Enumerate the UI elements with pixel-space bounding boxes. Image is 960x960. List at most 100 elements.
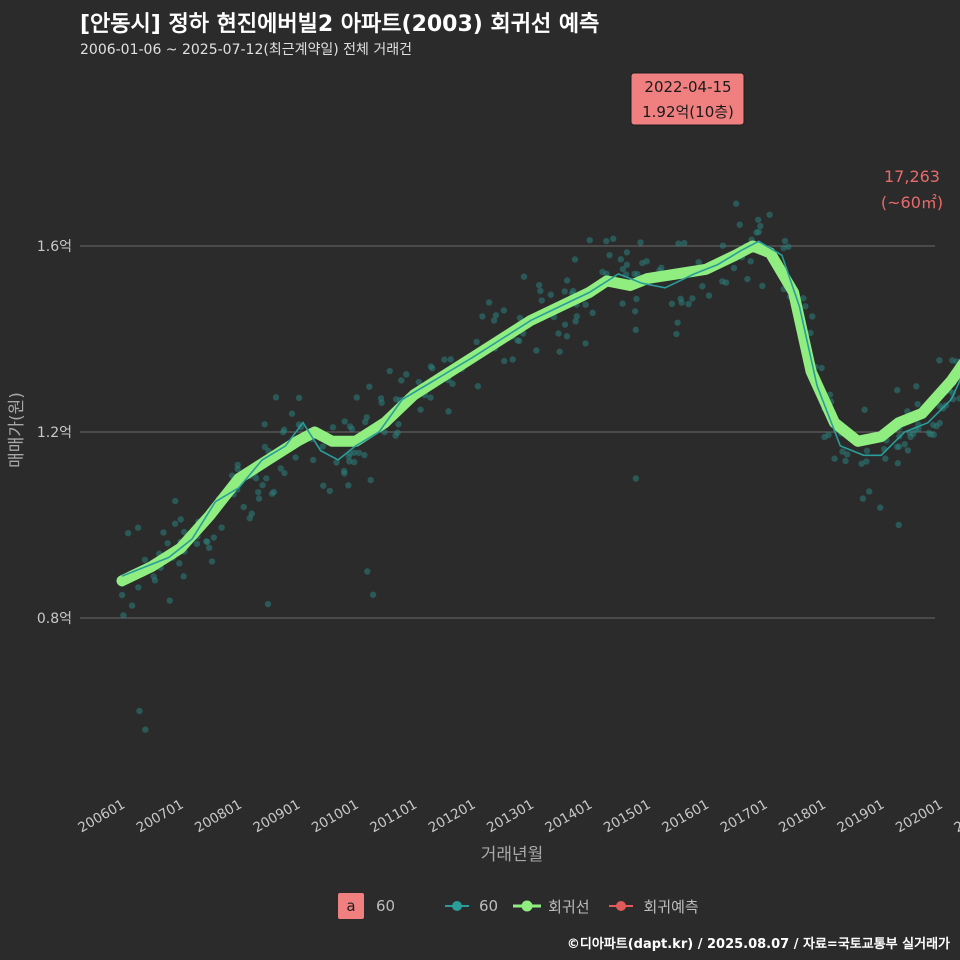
scatter-point <box>877 504 884 511</box>
scatter-point <box>719 278 726 285</box>
x-tick-label: 202001 <box>893 797 946 837</box>
scatter-point <box>535 281 543 289</box>
scatter-point <box>573 313 581 320</box>
scatter-point <box>861 406 868 413</box>
scatter-point <box>766 211 773 218</box>
scatter-point <box>681 239 688 247</box>
scatter-point <box>319 443 326 450</box>
scatter-point <box>320 482 327 489</box>
legend-60-label: 60 <box>479 897 499 915</box>
scatter-point <box>151 577 159 584</box>
scatter-point <box>120 612 127 619</box>
scatter-point <box>759 282 766 290</box>
scatter-point <box>619 300 626 307</box>
legend-box-label: 60 <box>376 897 396 915</box>
scatter-point <box>277 465 284 472</box>
x-tick-label: 201201 <box>426 797 479 837</box>
scatter-point <box>555 330 562 337</box>
scatter-point <box>863 458 870 465</box>
scatter-point <box>398 377 405 384</box>
scatter-point <box>547 291 554 298</box>
scatter-point <box>631 308 639 315</box>
scatter-point <box>673 330 680 338</box>
scatter-point <box>634 270 641 278</box>
scatter-point <box>732 200 740 207</box>
chart-title: [안동시] 정하 현진에버빌2 아파트(2003) 회귀선 예측 <box>80 12 600 37</box>
scatter-point <box>394 429 401 436</box>
scatter-point <box>281 469 288 477</box>
scatter-point <box>447 356 454 363</box>
scatter-point <box>818 364 825 372</box>
regression-line <box>116 240 960 587</box>
scatter-point <box>395 421 402 428</box>
legend-box-letter: a <box>338 893 364 919</box>
scatter-point <box>208 558 216 565</box>
scatter-point <box>252 474 260 482</box>
legend-prediction-label: 회귀예측 <box>643 897 699 916</box>
scatter-point <box>340 467 348 475</box>
scatter-point <box>719 242 727 249</box>
scatter-point <box>538 297 545 304</box>
scatter-point <box>809 313 816 320</box>
scatter-point <box>589 309 596 317</box>
scatter-point <box>355 449 363 456</box>
scatter-point <box>781 237 789 245</box>
scatter-point <box>193 540 201 547</box>
scatter-point <box>800 295 807 302</box>
scatter-point <box>363 414 370 421</box>
scatter-point <box>537 287 544 295</box>
scatter-point <box>895 521 902 529</box>
scatter-point <box>561 321 569 328</box>
x-axis: 200601 200701 200801 200901 201001 201101 2012… <box>75 797 960 837</box>
legend-60-icon <box>445 901 469 911</box>
scatter-point <box>492 312 500 319</box>
scatter-point <box>831 455 838 462</box>
scatter-point <box>586 236 593 244</box>
scatter-point <box>210 534 218 541</box>
scatter-point <box>785 243 792 250</box>
scatter-point <box>203 538 210 545</box>
scatter-point <box>171 520 179 527</box>
scatter-point <box>936 357 943 364</box>
scatter-point <box>807 329 814 337</box>
legend-series: 60 회귀선 회귀예측 <box>444 893 699 919</box>
scatter-point <box>699 283 706 290</box>
scatter-point <box>633 295 640 303</box>
scatter-point <box>619 265 627 273</box>
legend-prediction-icon <box>608 901 633 911</box>
scatter-point <box>329 424 337 431</box>
scatter-point <box>136 707 143 715</box>
scatter-point <box>603 237 610 245</box>
x-axis-label: 거래년월 <box>481 845 544 865</box>
scatter-point <box>128 602 136 609</box>
scatter-point <box>685 300 692 308</box>
y-axis-label: 매매가(원) <box>7 392 27 468</box>
x-tick-label: 200601 <box>75 797 128 837</box>
scatter-point <box>956 395 960 402</box>
scatter-point <box>292 454 299 461</box>
scatter-point <box>364 568 371 575</box>
scatter-point <box>415 378 423 386</box>
grid-lines <box>80 245 935 619</box>
scatter-point <box>753 229 760 236</box>
scatter-point <box>427 363 435 370</box>
scatter-point <box>172 497 179 505</box>
scatter-point <box>261 421 268 428</box>
scatter-point <box>839 448 846 455</box>
scatter-point <box>205 544 213 552</box>
scatter-point <box>563 277 571 284</box>
scatter-point <box>606 251 613 259</box>
scatter-point <box>378 399 385 406</box>
scatter-point <box>603 270 610 278</box>
scatter-point <box>882 455 889 462</box>
scatter-point <box>124 529 132 537</box>
scatter-point <box>858 460 865 467</box>
x-tick-label: 200701 <box>134 797 187 837</box>
y-tick-label: 1.2억 <box>37 425 72 441</box>
scatter-point <box>556 348 563 355</box>
scatter-point <box>617 256 625 263</box>
scatter-point <box>160 529 167 536</box>
annotations: 2022-04-15 1.92억(10층) 17,263 (~60㎡) <box>630 72 943 212</box>
scatter-point <box>933 423 940 430</box>
scatter-point <box>859 495 867 502</box>
